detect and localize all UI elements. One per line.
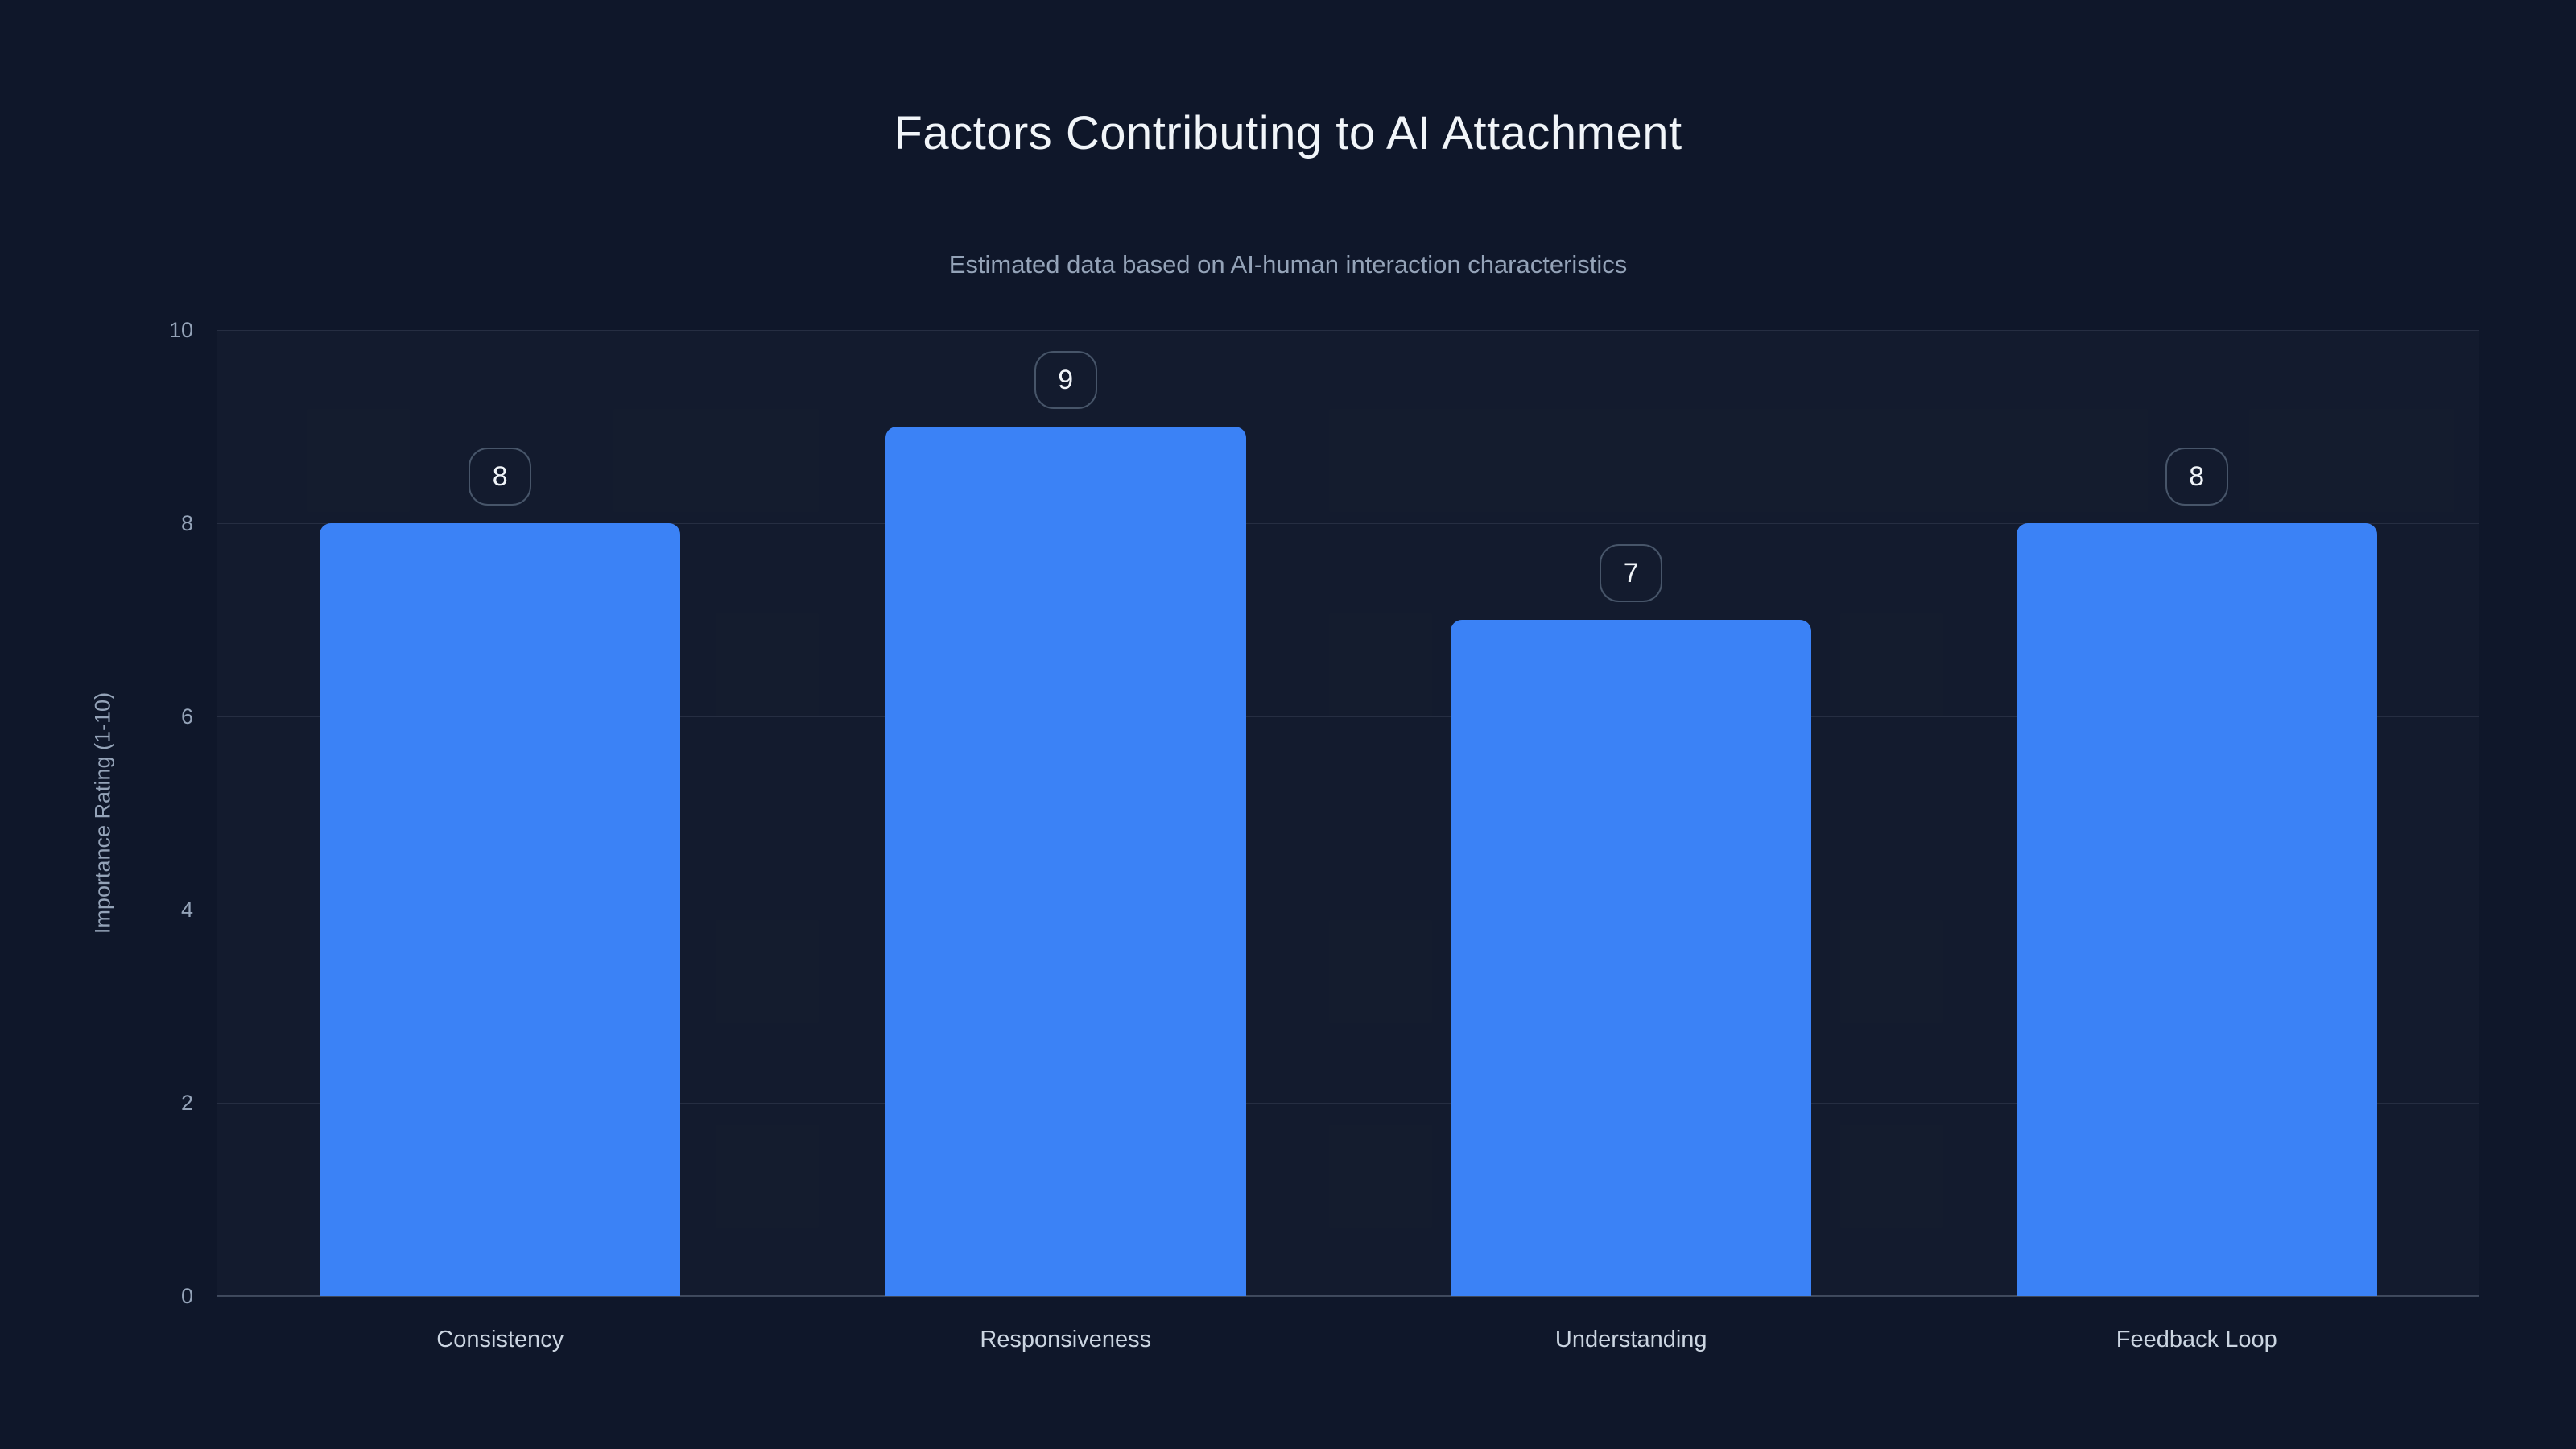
value-badge-text: 9: [1058, 364, 1074, 395]
chart-title: Factors Contributing to AI Attachment: [894, 107, 1682, 159]
y-tick-label-6: 6: [180, 704, 193, 729]
bar-responsiveness: [885, 427, 1246, 1296]
gridline-y-8: [217, 522, 2479, 524]
value-badge-text: 7: [1623, 557, 1639, 588]
y-tick-label-8: 8: [180, 511, 193, 535]
x-tick-label-consistency: Consistency: [436, 1327, 564, 1352]
gridline-y-10: [217, 329, 2479, 331]
x-tick-label-responsiveness: Responsiveness: [980, 1327, 1152, 1352]
plot-area: [217, 329, 2479, 1297]
value-badge: 7: [1600, 544, 1663, 602]
value-badge: 9: [1034, 351, 1097, 409]
gridline-y-6: [217, 716, 2479, 717]
bar-feedback-loop: [2016, 523, 2377, 1296]
x-tick-label-feedback-loop: Feedback Loop: [2116, 1327, 2277, 1352]
y-axis-title-text: Importance Rating (1-10): [90, 691, 115, 935]
gridline-y-0: [217, 1295, 2479, 1297]
value-badge: 8: [2165, 448, 2228, 506]
chart-subtitle: Estimated data based on AI-human interac…: [948, 250, 1628, 279]
value-badge-text: 8: [492, 460, 508, 492]
gridline-y-2: [217, 1102, 2479, 1104]
y-tick-label-2: 2: [180, 1091, 193, 1115]
bar-consistency: [320, 523, 681, 1296]
x-tick-label-understanding: Understanding: [1554, 1327, 1707, 1352]
value-badge: 8: [469, 448, 532, 506]
y-tick-label-10: 10: [168, 318, 193, 342]
y-tick-label-0: 0: [180, 1284, 193, 1308]
y-tick-label-4: 4: [180, 898, 193, 922]
bar-understanding: [1451, 620, 1812, 1296]
value-badge-text: 8: [2189, 460, 2205, 492]
